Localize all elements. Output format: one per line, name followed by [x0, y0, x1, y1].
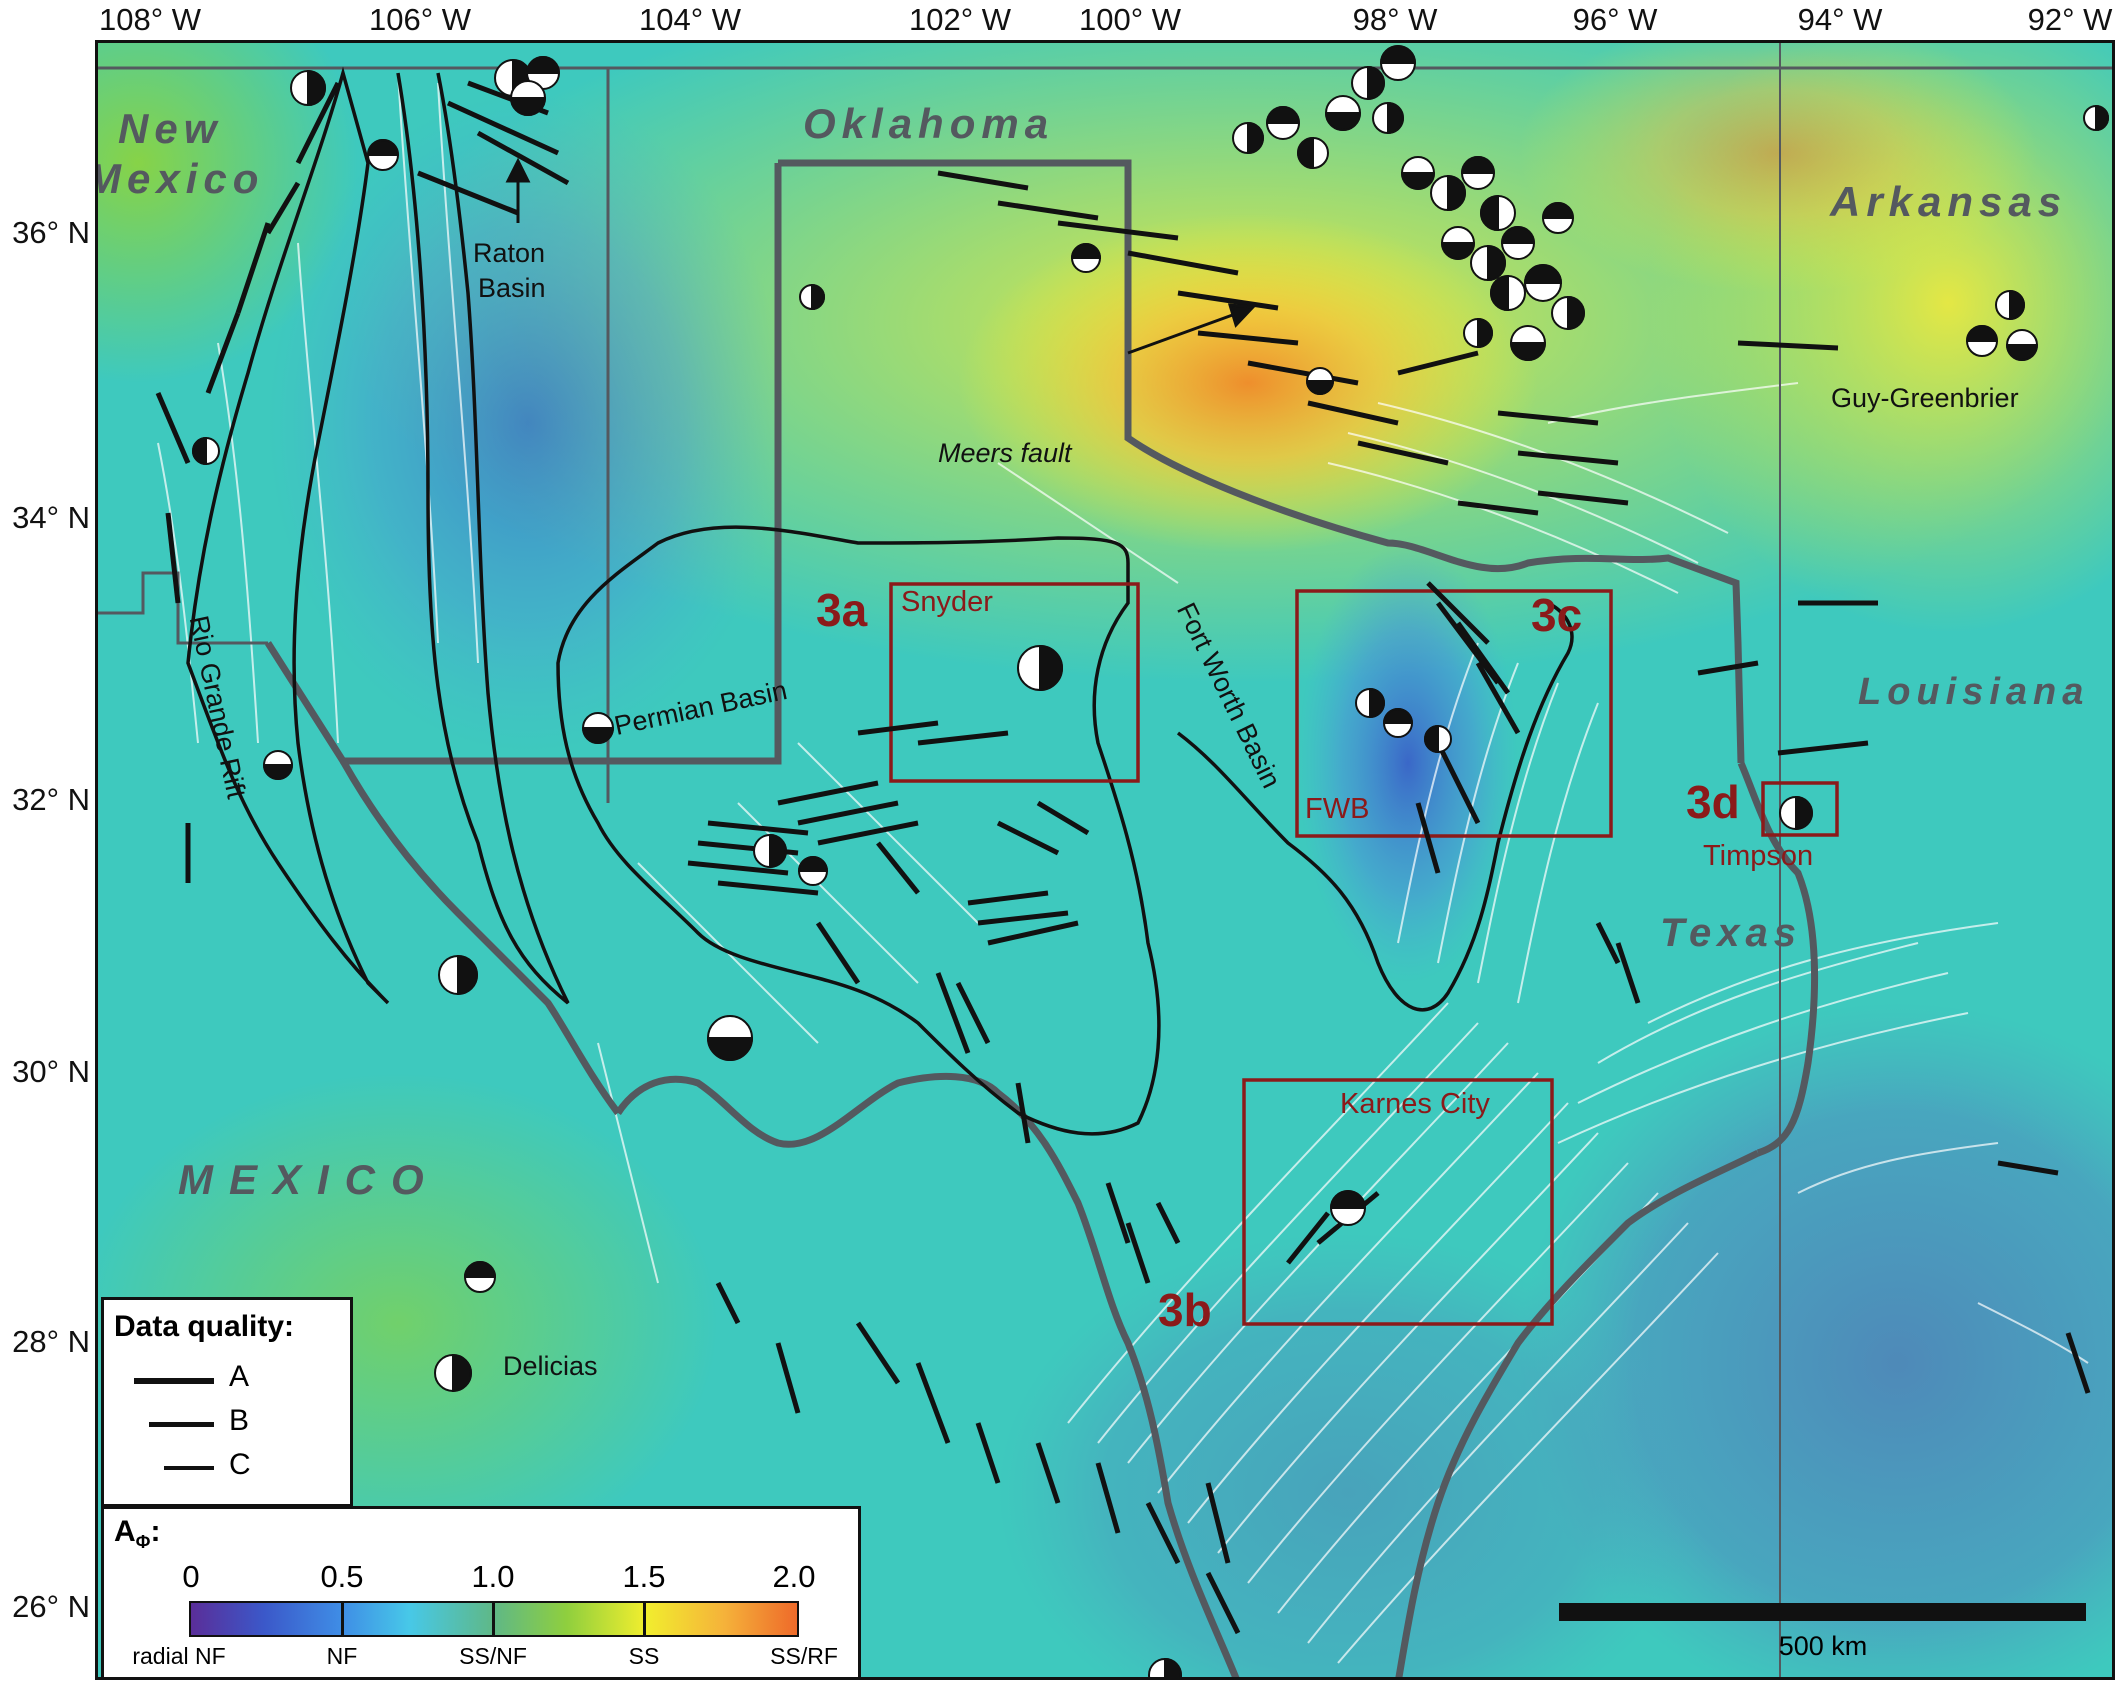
legend-tick-label-20: 2.0 — [772, 1559, 816, 1594]
scale-bar-label: 500 km — [1778, 1631, 1868, 1661]
legend-cat-ss: SS — [628, 1643, 660, 1669]
quality-c-line — [164, 1466, 214, 1470]
box-name-karnes-city: Karnes City — [1340, 1088, 1490, 1120]
lat-label-34n: 34° N — [12, 500, 90, 535]
state-borders — [98, 43, 2112, 1677]
label-delicias: Delicias — [503, 1351, 598, 1381]
box-3a-snyder — [889, 582, 1140, 783]
legend-quality-title: Data quality: — [114, 1310, 295, 1343]
box-3c-fwb — [1295, 589, 1613, 838]
lon-label-108w: 108° W — [99, 2, 201, 37]
legend-tick-05 — [341, 1601, 344, 1637]
box-name-snyder: Snyder — [901, 586, 993, 618]
legend-tick-label-05: 0.5 — [320, 1559, 364, 1594]
lat-label-36n: 36° N — [12, 215, 90, 250]
legend-tick-label-15: 1.5 — [622, 1559, 666, 1594]
quality-a-label: A — [229, 1360, 250, 1393]
legend-cat-radial-nf: radial NF — [132, 1643, 226, 1669]
map-canvas — [98, 43, 2112, 1677]
label-guy-greenbrier: Guy-Greenbrier — [1831, 383, 2019, 413]
label-raton-basin: Raton — [473, 238, 546, 268]
legend-tick-10 — [492, 1601, 495, 1637]
legend-tick-label-10: 1.0 — [471, 1559, 515, 1594]
stress-bars — [155, 80, 2091, 1635]
quality-b-label: B — [229, 1404, 250, 1437]
lon-label-106w: 106° W — [369, 2, 471, 37]
legend-a-phi: AΦ: 0 0.5 1.0 1.5 2.0 radial NF NF SS/NF… — [101, 1506, 861, 1677]
legend-tick-label-0: 0 — [182, 1559, 200, 1594]
lat-label-30n: 30° N — [12, 1054, 90, 1089]
lon-label-102w: 102° W — [909, 2, 1011, 37]
box-label-3a: 3a — [816, 584, 868, 636]
state-label-arkansas: Arkansas — [1830, 178, 2068, 225]
field-orange-ne — [1518, 43, 2038, 293]
map-frame: New Mexico Oklahoma Arkansas Louisiana T… — [95, 40, 2115, 1680]
lon-label-100w: 100° W — [1079, 2, 1181, 37]
lat-label-32n: 32° N — [12, 782, 90, 817]
box-name-fwb: FWB — [1305, 793, 1370, 825]
quality-c-label: C — [229, 1448, 251, 1481]
quality-b-line — [149, 1422, 214, 1427]
field-blue-nm — [268, 93, 788, 753]
field-blue-fwb — [1298, 543, 1518, 983]
legend-data-quality: Data quality: A B C — [101, 1297, 353, 1507]
lon-label-104w: 104° W — [639, 2, 741, 37]
lon-label-92w: 92° W — [2027, 2, 2113, 37]
state-label-louisiana: Louisiana — [1858, 671, 2090, 713]
box-label-3d: 3d — [1686, 776, 1740, 828]
quality-a-line — [134, 1378, 214, 1384]
state-label-new-mexico: New — [118, 105, 223, 152]
legend-cat-ss-nf: SS/NF — [459, 1643, 527, 1669]
box-3d-timpson — [1761, 781, 1839, 837]
box-3b-karnes — [1242, 1078, 1554, 1326]
basin-outlines — [186, 66, 1574, 1136]
lat-label-28n: 28° N — [12, 1324, 90, 1359]
field-steel-south — [998, 1233, 1698, 1677]
scale-bar — [1559, 1603, 2086, 1621]
legend-cat-nf: NF — [326, 1643, 358, 1669]
legend-quality-row-a: A — [124, 1360, 344, 1400]
raton-arrow-head — [505, 157, 531, 183]
study-boxes — [889, 582, 1839, 1326]
state-label-texas: Texas — [1660, 911, 1802, 955]
legend-cat-ss-rf: SS/RF — [770, 1643, 838, 1669]
box-name-timpson: Timpson — [1703, 840, 1814, 872]
field-orange-oklahoma — [958, 213, 1538, 553]
annotation-arrows — [505, 157, 1257, 355]
lon-label-94w: 94° W — [1797, 2, 1883, 37]
label-raton-basin-2: Basin — [478, 273, 546, 303]
lat-label-26n: 26° N — [12, 1589, 90, 1624]
box-label-3b: 3b — [1158, 1284, 1212, 1336]
lon-label-96w: 96° W — [1572, 2, 1658, 37]
legend-quality-row-c: C — [124, 1448, 344, 1488]
state-label-oklahoma: Oklahoma — [803, 100, 1055, 147]
fault-traces — [157, 72, 2089, 1664]
legend-quality-row-b: B — [124, 1404, 344, 1444]
state-label-new-mexico-2: Mexico — [95, 155, 265, 202]
lon-label-98w: 98° W — [1352, 2, 1438, 37]
legend-color-title: AΦ: — [114, 1515, 161, 1552]
meers-arrow-head — [1227, 303, 1257, 328]
box-label-3c: 3c — [1531, 589, 1583, 641]
legend-tick-15 — [643, 1601, 646, 1637]
state-label-mexico: MEXICO — [178, 1156, 440, 1203]
label-meers-fault: Meers fault — [938, 438, 1072, 468]
focal-mechanisms — [192, 45, 2109, 1677]
